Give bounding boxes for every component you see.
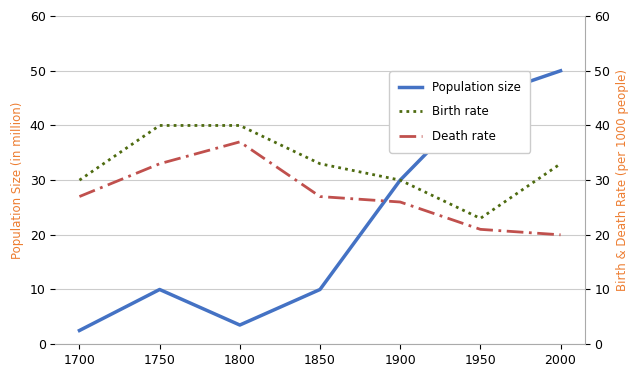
Birth rate xyxy=(156,123,163,128)
Line: Population size: Population size xyxy=(79,71,561,330)
Population size xyxy=(156,287,163,292)
Birth rate xyxy=(557,161,564,166)
Line: Death rate: Death rate xyxy=(79,142,561,235)
Y-axis label: Birth & Death Rate (per 1000 people): Birth & Death Rate (per 1000 people) xyxy=(616,69,629,291)
Population size xyxy=(76,328,83,333)
Death rate xyxy=(557,232,564,237)
Birth rate xyxy=(477,216,484,221)
Birth rate xyxy=(236,123,244,128)
Legend: Population size, Birth rate, Death rate: Population size, Birth rate, Death rate xyxy=(389,71,530,153)
Line: Birth rate: Birth rate xyxy=(79,125,561,218)
Death rate xyxy=(316,194,324,199)
Death rate xyxy=(396,200,404,204)
Population size xyxy=(396,178,404,183)
Birth rate xyxy=(76,178,83,183)
Death rate xyxy=(477,227,484,232)
Death rate xyxy=(76,194,83,199)
Population size xyxy=(557,68,564,73)
Population size xyxy=(477,96,484,101)
Death rate xyxy=(156,161,163,166)
Death rate xyxy=(236,139,244,144)
Population size xyxy=(316,287,324,292)
Birth rate xyxy=(396,178,404,183)
Population size xyxy=(236,323,244,327)
Birth rate xyxy=(316,161,324,166)
Y-axis label: Population Size (in million): Population Size (in million) xyxy=(11,101,24,259)
